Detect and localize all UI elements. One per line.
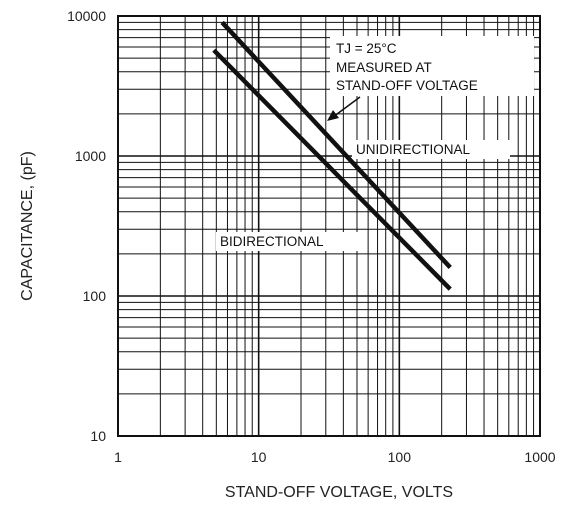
annotation-layer: TJ = 25°C MEASURED AT STAND-OFF VOLTAGE UNI… [216,36,534,251]
x-tick-label: 100 [388,449,412,465]
condition-line-3: STAND-OFF VOLTAGE [336,78,478,93]
series-line-unidirectional [220,20,452,269]
x-axis-label: STAND-OFF VOLTAGE, VOLTS [225,484,453,501]
series-label-unidirectional: UNIDIRECTIONAL [356,142,471,157]
tick-labels: 1 10 100 1000 10 100 1000 10000 [67,8,556,465]
x-tick-label: 1 [114,449,122,465]
y-tick-label: 1000 [75,148,106,164]
y-tick-label: 10000 [67,8,106,24]
y-tick-label: 100 [83,288,107,304]
series-layer [212,20,452,291]
series-label-bidirectional-bg [216,232,364,251]
y-tick-label: 10 [90,428,106,444]
series-label-unidirectional-bg [352,140,510,159]
condition-box-bg [330,36,534,96]
annotation-arrow-line [332,96,361,118]
x-tick-label: 1000 [524,449,555,465]
annotation-arrowhead [327,110,339,121]
grid [117,16,540,437]
plot-frame [117,15,541,437]
series-label-bidirectional: BIDIRECTIONAL [220,234,324,249]
condition-line-2: MEASURED AT [336,60,432,75]
condition-line-1: TJ = 25°C [336,41,397,56]
x-tick-label: 10 [251,449,267,465]
series-line-bidirectional [212,48,452,291]
y-axis-label: CAPACITANCE, (pF) [19,151,36,301]
